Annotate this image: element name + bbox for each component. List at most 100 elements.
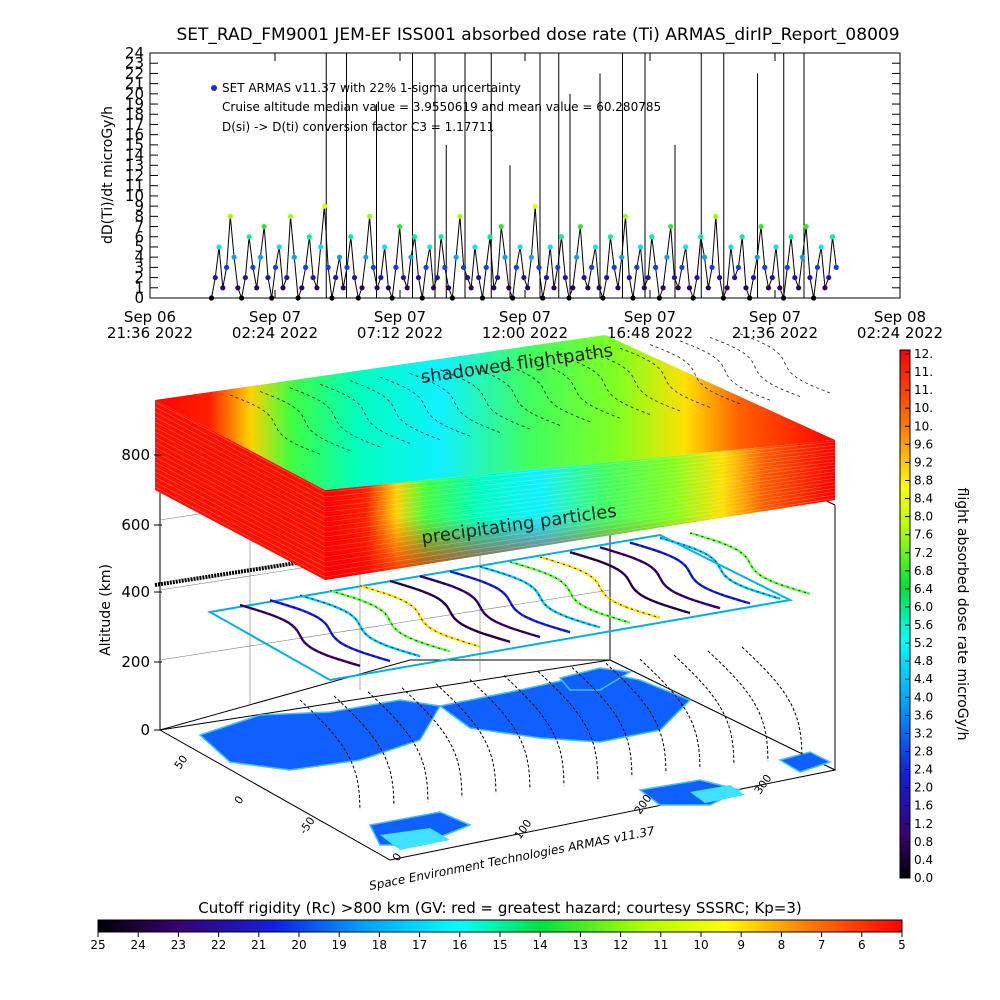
orbit-sheet xyxy=(207,533,794,682)
dose-tick-label: 3.2 xyxy=(914,726,933,740)
slab-tracks xyxy=(229,333,831,455)
data-point xyxy=(318,244,324,250)
timeseries-plot: 0123456789101112131415161718192021222324… xyxy=(100,44,943,342)
data-point xyxy=(246,234,252,240)
dose-tick-label: 6.8 xyxy=(914,564,933,578)
orbit-track xyxy=(629,541,751,605)
data-point xyxy=(645,274,651,281)
data-point xyxy=(566,295,572,301)
rigidity-tick-label: 22 xyxy=(211,938,226,952)
y-tick-label: 11 xyxy=(125,177,144,195)
legend-marker xyxy=(211,85,217,91)
slab-stripes xyxy=(154,401,836,578)
data-point xyxy=(788,234,794,240)
data-point xyxy=(547,244,553,250)
orbit-track xyxy=(689,531,811,595)
slab-stripe xyxy=(324,481,836,553)
data-point xyxy=(446,285,452,291)
slab-track xyxy=(259,390,351,452)
data-point xyxy=(494,274,501,281)
slab-stripe xyxy=(154,426,326,518)
rigidity-tick-label: 11 xyxy=(653,938,668,952)
y-tick-label: 6 xyxy=(134,228,144,246)
data-point xyxy=(822,285,828,291)
data-point xyxy=(739,234,745,240)
data-point xyxy=(374,285,380,291)
data-point xyxy=(829,234,836,240)
data-point xyxy=(415,274,422,281)
dose-tick-label: 8.4 xyxy=(914,492,933,506)
data-point xyxy=(777,285,783,291)
y-tick-label: 18 xyxy=(125,105,144,123)
data-point xyxy=(476,274,482,281)
data-point xyxy=(212,274,218,281)
data-point xyxy=(302,264,309,270)
data-point xyxy=(430,285,437,291)
data-point xyxy=(784,264,790,270)
data-point xyxy=(604,274,610,281)
slab-stripe xyxy=(154,416,326,508)
data-point xyxy=(310,274,316,281)
rigidity-tick-label: 12 xyxy=(613,938,628,952)
data-point xyxy=(355,295,361,301)
dose-colorbar-ticks: 12. 11. 11. 10. 10. 9.6 9.2 8.8 8.4 8.0 7.6 7.2 6.8 6… xyxy=(905,347,933,885)
slab-stripe xyxy=(154,436,326,528)
landmass xyxy=(438,671,692,743)
rigidity-tick-label: 7 xyxy=(818,938,826,952)
dose-tick-label: 9.2 xyxy=(914,455,933,469)
rigidity-tick-label: 25 xyxy=(90,938,105,952)
data-point xyxy=(366,213,373,219)
orbit-track xyxy=(479,565,601,629)
x-tick-label: 12:00 2022 xyxy=(482,324,568,342)
data-point xyxy=(336,254,343,260)
data-point xyxy=(363,254,369,260)
dose-tick-label: 6.4 xyxy=(914,582,933,596)
data-point xyxy=(449,295,455,301)
data-point xyxy=(743,285,749,291)
rigidity-tick-label: 16 xyxy=(452,938,467,952)
data-point xyxy=(709,264,715,270)
data-point xyxy=(683,244,689,250)
data-point xyxy=(679,264,685,270)
data-point xyxy=(479,295,486,301)
dose-tick-label: 6.0 xyxy=(914,600,933,614)
ground-track xyxy=(639,658,701,770)
x-tick-label: 07:12 2022 xyxy=(357,324,443,342)
data-point xyxy=(208,295,215,301)
rigidity-colorbar: Cutoff rigidity (Rc) >800 km (GV: red = … xyxy=(90,899,905,952)
data-point xyxy=(517,244,523,250)
data-point xyxy=(525,285,531,291)
rigidity-colorbar-title: Cutoff rigidity (Rc) >800 km (GV: red = … xyxy=(198,899,801,917)
data-point xyxy=(370,264,376,270)
dose-tick-label: 2.4 xyxy=(914,763,933,777)
rigidity-colorbar-ticks: 25 24 23 22 21 20 19 18 17 16 15 14 13 12 11 10 9 8 7 6 5 xyxy=(90,932,906,952)
dose-tick-label: 0.4 xyxy=(914,853,933,867)
data-point xyxy=(656,295,662,301)
data-point xyxy=(351,274,358,281)
ground-track xyxy=(571,667,633,778)
ground-track xyxy=(537,671,599,782)
data-point xyxy=(607,234,614,240)
data-point xyxy=(400,274,407,281)
ground-track xyxy=(333,695,395,806)
slab-stripe xyxy=(154,411,326,503)
ground-track xyxy=(503,675,565,786)
orbit-track xyxy=(419,575,541,639)
x-tick-label: Sep 08 xyxy=(874,308,926,326)
data-point xyxy=(295,295,301,301)
data-point xyxy=(284,274,290,281)
perspective-panel: shadowed flightpaths precipitating parti… xyxy=(98,333,837,893)
slab-stripe xyxy=(324,471,836,538)
data-point xyxy=(257,254,264,260)
data-point xyxy=(536,264,542,270)
data-point xyxy=(329,295,335,301)
legend-line-2: Cruise altitude median value = 3.9550619… xyxy=(222,100,661,114)
orbit-track xyxy=(449,570,571,634)
data-point xyxy=(502,254,508,260)
data-point xyxy=(299,285,305,291)
data-point xyxy=(434,274,440,281)
data-point xyxy=(442,264,448,270)
altitude-tick-label: 800 xyxy=(121,446,150,464)
data-point xyxy=(769,274,775,281)
